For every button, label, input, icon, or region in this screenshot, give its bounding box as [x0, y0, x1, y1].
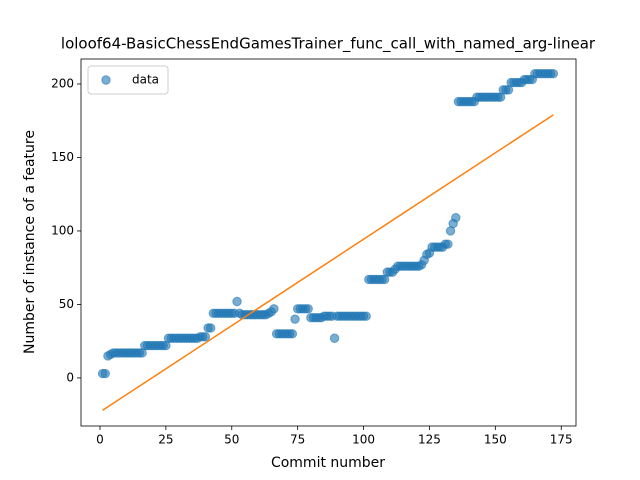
x-tick-label: 50: [224, 433, 239, 447]
data-point: [303, 304, 313, 314]
plot-frame: [80, 58, 577, 427]
x-tick-label: 25: [158, 433, 173, 447]
x-tick-label: 100: [352, 433, 375, 447]
legend-label: data: [132, 73, 159, 87]
data-point: [329, 333, 340, 343]
x-tick-label: 75: [290, 433, 305, 447]
x-tick-label: 0: [96, 433, 104, 447]
legend-marker: [101, 75, 111, 85]
x-tick-label: 175: [550, 433, 573, 447]
data-point: [269, 304, 279, 314]
data-point: [232, 296, 242, 307]
data-point: [361, 311, 371, 321]
data-point: [205, 323, 216, 333]
data-point: [290, 314, 300, 324]
data-point: [200, 332, 211, 342]
x-tick-label: 125: [418, 433, 441, 447]
y-axis-label: Number of instance of a feature: [22, 130, 38, 354]
data-point: [287, 329, 298, 339]
y-tick-label: 100: [51, 223, 74, 237]
x-axis-label: Commit number: [271, 455, 385, 471]
chart-title: loloof64-BasicChessEndGamesTrainer_func_…: [61, 35, 596, 54]
data-point: [443, 239, 453, 249]
x-tick-label: 150: [484, 433, 507, 447]
data-point: [451, 213, 461, 223]
legend-box: [87, 65, 169, 95]
y-tick-label: 200: [51, 76, 74, 90]
data-point: [548, 68, 559, 79]
y-tick-label: 50: [59, 297, 74, 311]
y-tick-label: 0: [66, 370, 74, 384]
y-tick-label: 150: [51, 150, 74, 164]
data-point: [100, 368, 110, 379]
fit-line: [102, 114, 554, 411]
